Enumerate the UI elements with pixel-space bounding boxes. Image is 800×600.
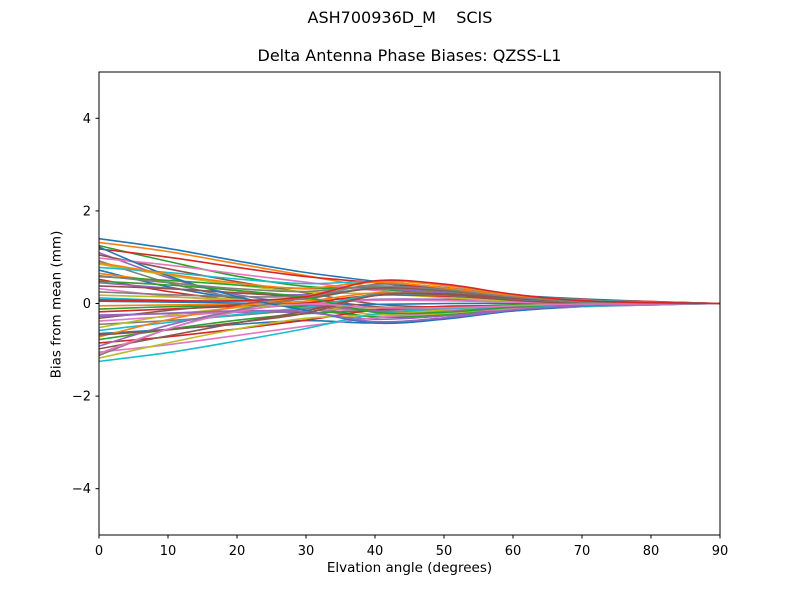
x-tick-label: 20 [229,544,246,559]
x-axis-label: Elvation angle (degrees) [326,560,493,576]
x-tick-label: 90 [712,544,729,559]
x-tick-label: 30 [298,544,315,559]
series-line [99,302,720,355]
x-tick-label: 0 [95,544,103,559]
figure-suptitle: ASH700936D_M SCIS [307,8,493,27]
series-line [99,279,720,305]
y-tick-label: 4 [83,112,91,127]
x-tick-label: 70 [574,544,591,559]
x-tick-label: 50 [436,544,453,559]
x-tick-label: 80 [643,544,660,559]
y-tick-label: −2 [72,390,91,405]
x-tick-label: 60 [505,544,522,559]
y-tick-label: −4 [72,482,91,497]
y-tick-label: 2 [83,204,91,219]
x-tick-label: 10 [160,544,177,559]
y-axis-label: Bias from mean (mm) [48,230,65,379]
y-tick-label: 0 [83,297,91,312]
x-tick-label: 40 [367,544,384,559]
series-line [99,302,720,363]
axes-title: Delta Antenna Phase Biases: QZSS-L1 [257,46,562,65]
